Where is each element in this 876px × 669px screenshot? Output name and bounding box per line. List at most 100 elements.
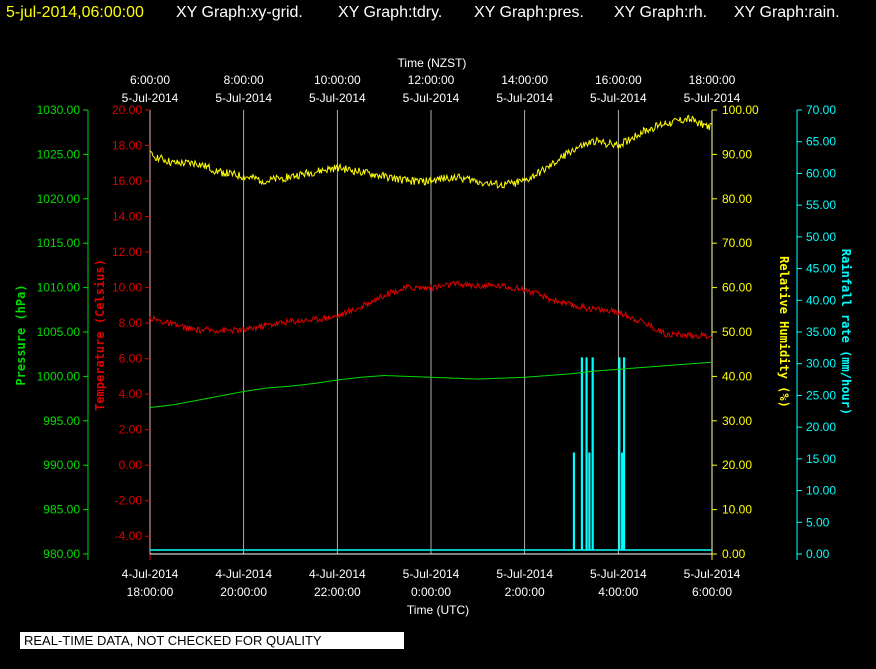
temperature-axis-title: Temperature (Celsius) (93, 259, 107, 411)
rain-tick-label: 50.00 (806, 230, 836, 244)
bottom-tick-time: 4:00:00 (598, 585, 638, 599)
temperature-tick-label: 16.00 (112, 174, 142, 188)
humidity-tick-label: 10.00 (722, 503, 752, 517)
pressure-axis-title: Pressure (hPa) (14, 284, 28, 385)
top-tick-time: 18:00:00 (689, 73, 736, 87)
rain-tick-label: 15.00 (806, 452, 836, 466)
top-tick-time: 6:00:00 (130, 73, 170, 87)
bottom-tick-time: 0:00:00 (411, 585, 451, 599)
pressure-tick-label: 1020.00 (37, 192, 81, 206)
top-tick-time: 8:00:00 (224, 73, 264, 87)
pressure-tick-label: 1010.00 (37, 281, 81, 295)
series-line-rh (149, 114, 713, 189)
top-tick-time: 16:00:00 (595, 73, 642, 87)
rain-series (150, 357, 712, 551)
temperature-tick-label: 6.00 (119, 352, 143, 366)
rain-tick-label: 70.00 (806, 103, 836, 117)
pressure-tick-label: 985.00 (43, 503, 80, 517)
top-axis-title: Time (NZST) (398, 56, 467, 70)
pressure-tick-label: 1005.00 (37, 325, 81, 339)
bottom-tick-date: 5-Jul-2014 (496, 567, 553, 581)
top-tick-time: 14:00:00 (501, 73, 548, 87)
rain-tick-label: 30.00 (806, 357, 836, 371)
humidity-axis-title: Relative Humidity (%) (777, 256, 791, 408)
temperature-tick-label: 0.00 (119, 458, 143, 472)
axis-ticks: 6:00:00 5-Jul-2014 4-Jul-2014 18:00:00 8:00:… (37, 73, 837, 599)
temperature-tick-label: 10.00 (112, 281, 142, 295)
bottom-tick-time: 18:00:00 (127, 585, 174, 599)
rain-tick-label: 55.00 (806, 198, 836, 212)
top-tick-date: 5-Jul-2014 (122, 91, 179, 105)
temperature-tick-label: 18.00 (112, 139, 142, 153)
header-graph-pres: XY Graph:pres. (474, 4, 584, 21)
rain-bar (588, 452, 591, 550)
top-tick-date: 5-Jul-2014 (684, 91, 741, 105)
series-line-pres (149, 361, 713, 408)
humidity-tick-label: 100.00 (722, 103, 759, 117)
pressure-tick-label: 990.00 (43, 458, 80, 472)
rain-tick-label: 40.00 (806, 293, 836, 307)
top-tick-time: 12:00:00 (408, 73, 455, 87)
data-lines (149, 114, 713, 408)
rain-tick-label: 5.00 (806, 515, 830, 529)
bottom-tick-date: 5-Jul-2014 (684, 567, 741, 581)
pressure-tick-label: 980.00 (43, 547, 80, 561)
temperature-tick-label: 4.00 (119, 387, 143, 401)
humidity-tick-label: 70.00 (722, 236, 752, 250)
humidity-tick-label: 20.00 (722, 458, 752, 472)
header-date: 5-jul-2014,06:00:00 (6, 4, 144, 21)
rain-bar (621, 452, 624, 550)
bottom-tick-time: 6:00:00 (692, 585, 732, 599)
rain-tick-label: 10.00 (806, 484, 836, 498)
rain-tick-label: 20.00 (806, 420, 836, 434)
rain-bar (585, 357, 588, 550)
bottom-tick-time: 2:00:00 (505, 585, 545, 599)
temperature-tick-label: 14.00 (112, 210, 142, 224)
rain-tick-label: 60.00 (806, 166, 836, 180)
rain-tick-label: 65.00 (806, 135, 836, 149)
series-line-tdry (149, 280, 713, 340)
rain-bar (572, 452, 576, 550)
header-graph-xy-grid: XY Graph:xy-grid. (176, 4, 303, 21)
temperature-tick-label: 20.00 (112, 103, 142, 117)
rain-tick-label: 35.00 (806, 325, 836, 339)
header-graph-rh: XY Graph:rh. (614, 4, 707, 21)
bottom-tick-date: 5-Jul-2014 (403, 567, 460, 581)
temperature-tick-label: 2.00 (119, 423, 143, 437)
header-graph-tdry: XY Graph:tdry. (338, 4, 442, 21)
bottom-tick-date: 4-Jul-2014 (122, 567, 179, 581)
humidity-tick-label: 80.00 (722, 192, 752, 206)
top-tick-time: 10:00:00 (314, 73, 361, 87)
rain-bar (622, 357, 626, 550)
temperature-tick-label: 12.00 (112, 245, 142, 259)
top-tick-date: 5-Jul-2014 (309, 91, 366, 105)
pressure-tick-label: 1015.00 (37, 236, 81, 250)
pressure-tick-label: 1000.00 (37, 369, 81, 383)
rain-bar (591, 357, 594, 550)
bottom-axis-title: Time (UTC) (407, 603, 469, 617)
humidity-tick-label: 40.00 (722, 369, 752, 383)
humidity-tick-label: 30.00 (722, 414, 752, 428)
rain-tick-label: 25.00 (806, 388, 836, 402)
temperature-tick-label: -2.00 (115, 494, 143, 508)
temperature-tick-label: -4.00 (115, 529, 143, 543)
top-tick-date: 5-Jul-2014 (590, 91, 647, 105)
humidity-tick-label: 90.00 (722, 147, 752, 161)
humidity-tick-label: 60.00 (722, 281, 752, 295)
rain-tick-label: 45.00 (806, 262, 836, 276)
bottom-tick-time: 20:00:00 (220, 585, 267, 599)
humidity-tick-label: 0.00 (722, 547, 746, 561)
top-tick-date: 5-Jul-2014 (496, 91, 553, 105)
pressure-tick-label: 1030.00 (37, 103, 81, 117)
rain-bar (618, 357, 621, 550)
quality-notice: REAL-TIME DATA, NOT CHECKED FOR QUALITY (20, 632, 404, 649)
grid-lines (149, 110, 713, 555)
rain-bar (580, 357, 584, 550)
pressure-tick-label: 995.00 (43, 414, 80, 428)
header-graph-rain: XY Graph:rain. (734, 4, 840, 21)
bottom-tick-date: 5-Jul-2014 (590, 567, 647, 581)
top-tick-date: 5-Jul-2014 (403, 91, 460, 105)
rain-tick-label: 0.00 (806, 547, 830, 561)
humidity-tick-label: 50.00 (722, 325, 752, 339)
